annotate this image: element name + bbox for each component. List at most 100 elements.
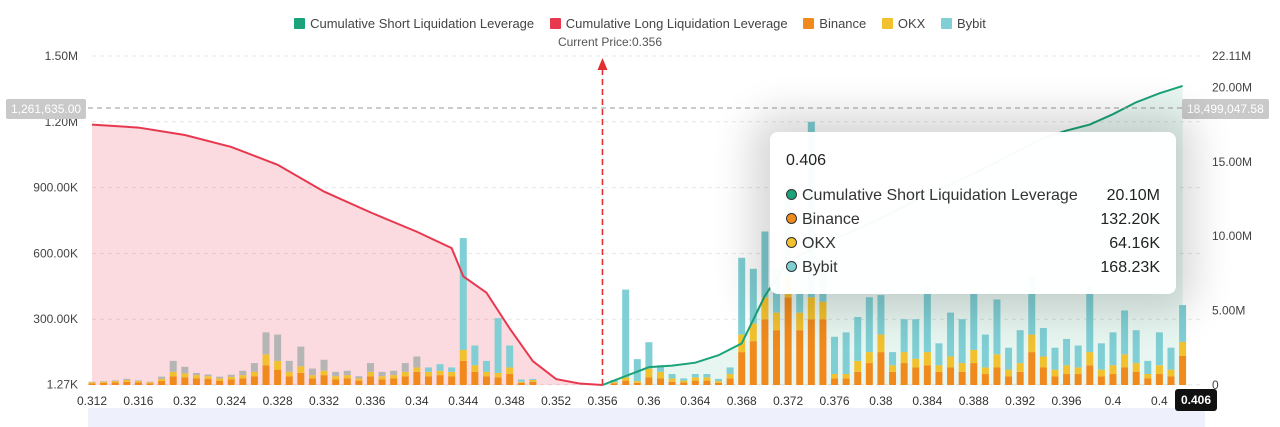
bar-binance — [274, 369, 282, 385]
bar-binance — [854, 371, 862, 385]
bar-bybit — [657, 365, 665, 372]
legend-item-bybit[interactable]: Bybit — [940, 16, 986, 31]
bar-binance — [981, 374, 989, 385]
bar-binance — [1039, 367, 1047, 385]
bar-binance — [761, 319, 769, 385]
bar-okx — [250, 371, 258, 377]
bar-bybit — [912, 319, 920, 359]
bar-binance — [239, 378, 247, 385]
bar-okx — [1179, 341, 1187, 357]
x-tick-label: 0.392 — [1005, 394, 1035, 408]
bar-okx — [111, 381, 119, 383]
bar-okx — [749, 323, 757, 342]
bar-okx — [158, 378, 166, 382]
bar-bybit — [1086, 286, 1094, 353]
legend-item-okx[interactable]: OKX — [881, 16, 925, 31]
bar-bybit — [436, 364, 444, 371]
bar-binance — [158, 381, 166, 385]
bar-binance — [923, 365, 931, 385]
bar-binance — [1005, 376, 1013, 385]
right-tick-label: 20.00M — [1212, 80, 1252, 94]
bar-binance — [900, 363, 908, 385]
tooltip-row-short: Cumulative Short Liquidation Leverage 20… — [786, 187, 1160, 211]
bar-bybit — [761, 231, 769, 298]
bar-bybit — [216, 376, 224, 379]
bar-bybit — [181, 366, 189, 374]
bar-binance — [1167, 376, 1175, 385]
bar-okx — [320, 370, 328, 376]
bar-okx — [981, 367, 989, 375]
bar-binance — [807, 319, 815, 385]
long-liquidation-fill — [92, 124, 603, 385]
bar-bybit — [494, 318, 502, 373]
bar-binance — [645, 377, 653, 385]
bar-bybit — [227, 374, 235, 377]
bar-binance — [297, 372, 305, 385]
legend-item-binance[interactable]: Binance — [803, 16, 866, 31]
bar-bybit — [854, 317, 862, 361]
bar-binance — [1155, 374, 1163, 385]
bar-okx — [459, 349, 467, 361]
bar-binance — [796, 330, 804, 385]
bar-binance — [935, 371, 943, 385]
bar-binance — [865, 363, 873, 385]
bar-bybit — [1144, 360, 1152, 375]
bar-bybit — [482, 360, 490, 372]
bar-okx — [366, 371, 374, 377]
bar-bybit — [842, 332, 850, 375]
legend-item-long[interactable]: Cumulative Long Liquidation Leverage — [549, 16, 788, 31]
x-tick-label: 0.364 — [680, 394, 710, 408]
bar-bybit — [645, 342, 653, 369]
x-tick-label: 0.36 — [637, 394, 661, 408]
bar-okx — [958, 363, 966, 372]
bar-binance — [308, 378, 316, 385]
bar-okx — [100, 381, 108, 383]
bar-okx — [401, 371, 409, 377]
legend: Cumulative Short Liquidation Leverage Cu… — [0, 16, 1280, 31]
bar-okx — [146, 382, 154, 384]
tooltip-title: 0.406 — [786, 152, 827, 169]
bar-binance — [1086, 365, 1094, 385]
bar-okx — [691, 377, 699, 381]
x-tick-label: 0.388 — [959, 394, 989, 408]
x-tick-label: 0.34 — [405, 394, 429, 408]
bar-bybit — [308, 368, 316, 376]
x-tick-label: 0.4 — [1105, 394, 1122, 408]
bar-binance — [912, 367, 920, 385]
left-tick-label: 900.00K — [33, 181, 78, 195]
bar-bybit — [250, 363, 258, 372]
bar-binance — [831, 378, 839, 385]
bar-bybit — [343, 370, 351, 376]
tooltip-row-okx: OKX 64.16K — [786, 235, 1160, 259]
bar-bybit — [1005, 347, 1013, 370]
current-price-label: Current Price:0.356 — [557, 35, 663, 49]
bar-binance — [657, 378, 665, 385]
bar-binance — [877, 352, 885, 385]
bar-okx — [645, 368, 653, 378]
x-tick-label: 0.344 — [448, 394, 478, 408]
bar-bybit — [88, 381, 96, 383]
bar-bybit — [100, 381, 108, 382]
bar-binance — [889, 371, 897, 385]
bar-bybit — [459, 238, 467, 350]
tooltip-dot-binance — [786, 213, 797, 224]
long-liquidation-line — [91, 123, 603, 386]
bar-binance — [390, 378, 398, 385]
legend-item-short[interactable]: Cumulative Short Liquidation Leverage — [294, 16, 534, 31]
bar-okx — [517, 381, 525, 383]
bar-binance — [204, 378, 212, 385]
bar-bybit — [158, 376, 166, 379]
tooltip-dot-okx — [786, 237, 797, 248]
legend-swatch-binance — [803, 18, 815, 29]
bar-binance — [715, 382, 723, 385]
bar-bybit — [239, 370, 247, 376]
x-tick-label: 0.396 — [1052, 394, 1082, 408]
x-axis-scroll-band[interactable] — [88, 408, 1205, 427]
bar-bybit — [332, 371, 340, 377]
bar-bybit — [424, 367, 432, 372]
x-tick-label: 0.372 — [773, 394, 803, 408]
bar-binance — [436, 375, 444, 385]
bar-binance — [250, 376, 258, 385]
left-tick-label: 1.50M — [45, 49, 78, 63]
bar-okx — [1039, 356, 1047, 368]
